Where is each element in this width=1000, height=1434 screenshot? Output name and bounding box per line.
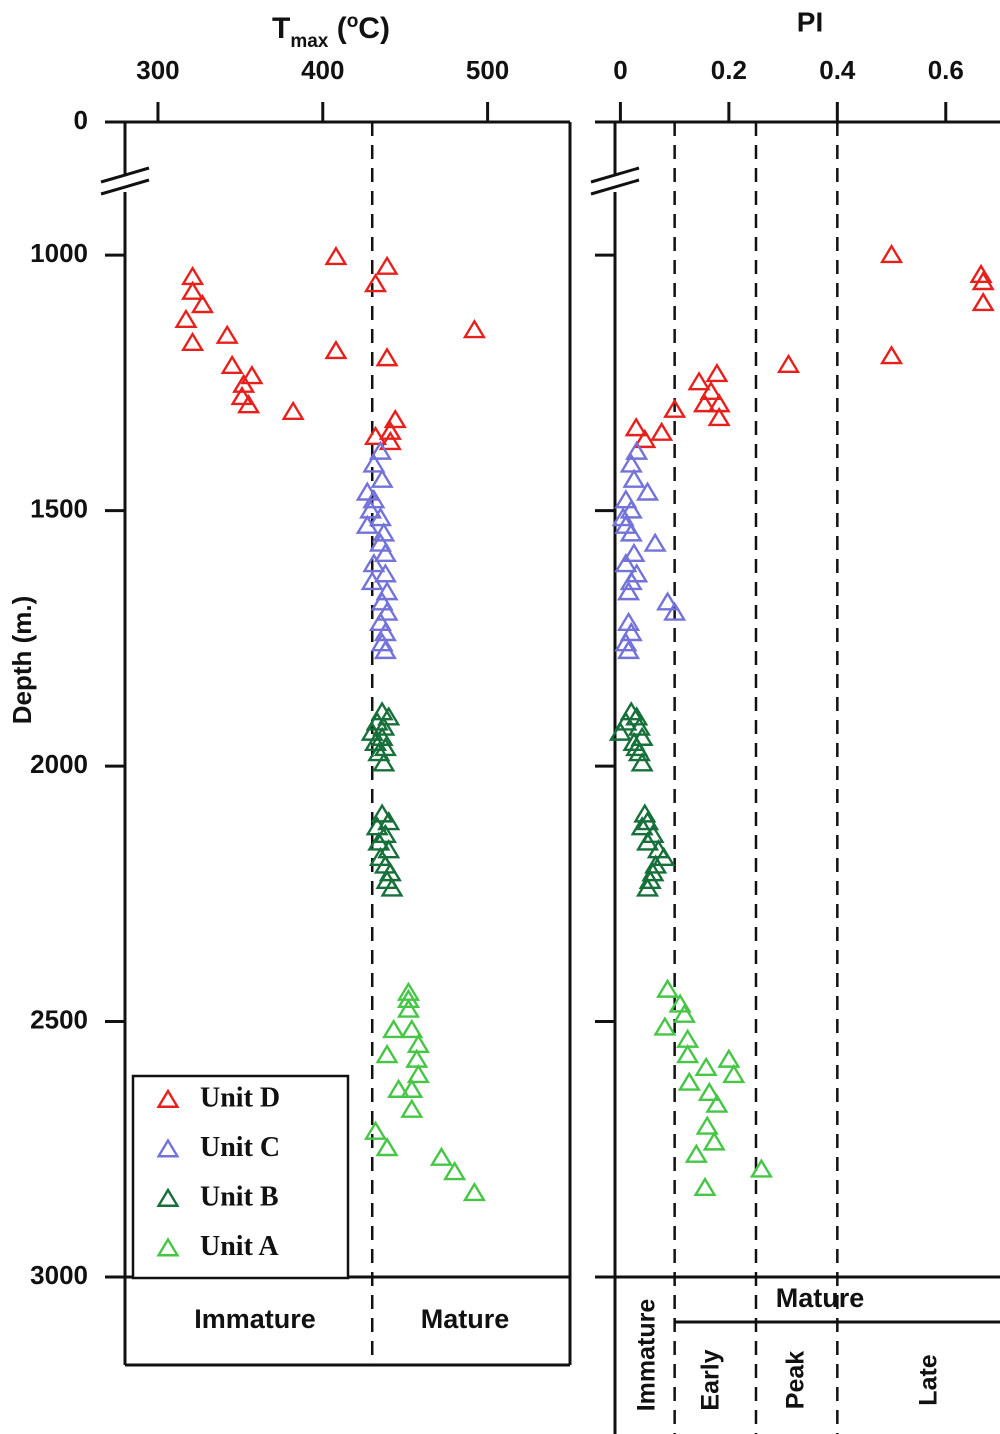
x-title-text: ( bbox=[328, 12, 346, 45]
y-tick-label: 1500 bbox=[30, 494, 88, 524]
x-tick-label: 0.2 bbox=[711, 55, 747, 85]
zone-label: Immature bbox=[633, 1299, 661, 1412]
y-tick-label: 0 bbox=[74, 105, 88, 135]
x-axis-title: PI bbox=[797, 6, 823, 37]
y-tick-label: 1000 bbox=[30, 238, 88, 268]
x-title-main: T bbox=[272, 12, 290, 45]
x-title-text: C) bbox=[358, 12, 390, 45]
zone-label: Mature bbox=[421, 1304, 510, 1334]
x-tick-label: 0.6 bbox=[928, 55, 964, 85]
x-tick-label: 0.4 bbox=[819, 55, 856, 85]
legend-label: Unit C bbox=[200, 1132, 280, 1163]
x-title-sub: max bbox=[290, 31, 328, 52]
zone-label: Mature bbox=[776, 1283, 865, 1313]
x-tick-label: 0 bbox=[613, 55, 627, 85]
x-title-sup: o bbox=[347, 11, 359, 32]
x-tick-label: 500 bbox=[466, 55, 509, 85]
x-tick-label: 400 bbox=[301, 55, 344, 85]
y-tick-label: 2000 bbox=[30, 749, 88, 779]
legend-label: Unit B bbox=[200, 1181, 279, 1212]
y-tick-label: 2500 bbox=[30, 1004, 88, 1034]
figure: 300 400 500 0 1000 1500 2000 2500 3000 Immature Ma… bbox=[0, 0, 1000, 1434]
y-tick-label: 3000 bbox=[30, 1260, 88, 1290]
y-axis-title: Depth (m.) bbox=[7, 596, 37, 725]
zone-label: Immature bbox=[194, 1304, 316, 1334]
zone-label: Early bbox=[697, 1349, 725, 1410]
x-tick-label: 300 bbox=[136, 55, 179, 85]
legend-label: Unit A bbox=[200, 1231, 279, 1262]
legend-label: Unit D bbox=[200, 1082, 280, 1113]
zone-label: Peak bbox=[782, 1351, 810, 1409]
zone-label: Late bbox=[915, 1354, 943, 1406]
